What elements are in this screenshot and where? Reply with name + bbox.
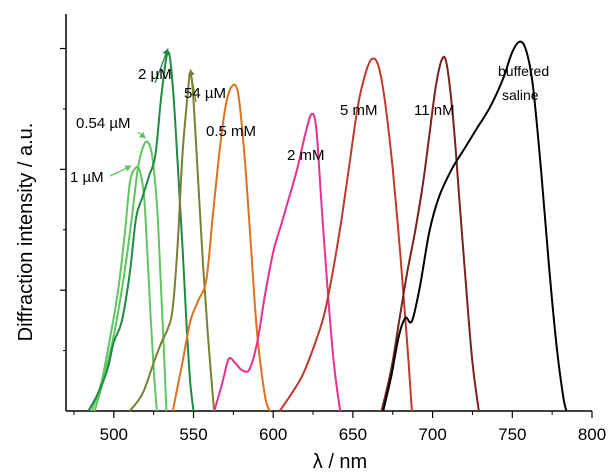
series-line-0-5-mm <box>171 83 271 412</box>
axes: 500 550 600 650 700 750 800 <box>60 14 606 444</box>
arrow-1-uM <box>109 165 132 177</box>
label-2-mM: 2 mM <box>287 147 325 164</box>
label-0-54-uM: 0.54 µM <box>76 115 131 132</box>
label-11-nM: 11 nM <box>414 102 455 119</box>
label-saline: saline <box>502 87 539 103</box>
x-tick-label: 700 <box>418 425 446 444</box>
arrow-54-uM <box>187 69 197 103</box>
x-tick-label: 800 <box>578 425 606 444</box>
x-tick-label: 500 <box>100 425 128 444</box>
label-1-uM: 1 µM <box>70 169 104 186</box>
series-line-5-mm <box>278 57 413 412</box>
x-tick-label: 550 <box>179 425 207 444</box>
series-line-0-54-um <box>93 140 168 412</box>
series-line-11-nm <box>380 55 480 412</box>
label-2-uM: 2 µM <box>138 66 172 83</box>
series-line-2-um <box>87 50 195 412</box>
arrow-0-54-uM <box>137 131 147 139</box>
label-5-mM: 5 mM <box>340 102 378 119</box>
series-line-54-um <box>128 71 216 412</box>
series-line-1-um <box>90 165 158 412</box>
label-0-5-mM: 0.5 mM <box>206 123 256 140</box>
y-axis-title: Diffraction intensity / a.u. <box>15 123 37 342</box>
label-54-uM: 54 µM <box>184 85 226 102</box>
series-line-2-mm <box>213 112 342 412</box>
annotation-arrows <box>109 48 197 177</box>
x-tick-label: 750 <box>498 425 526 444</box>
x-tick-label: 600 <box>259 425 287 444</box>
x-tick-label: 650 <box>339 425 367 444</box>
label-buffered: buffered <box>498 63 549 79</box>
series-line-buffered-saline <box>382 40 568 412</box>
x-axis-title: λ / nm <box>313 451 367 473</box>
arrow-2-uM <box>154 48 170 84</box>
series-layer <box>87 40 568 412</box>
